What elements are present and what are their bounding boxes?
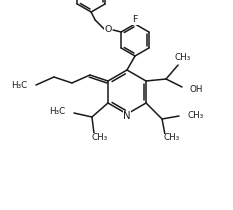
Text: F: F xyxy=(132,16,138,25)
Text: OH: OH xyxy=(189,84,202,93)
Text: CH₃: CH₃ xyxy=(92,133,108,142)
Text: H₃C: H₃C xyxy=(11,80,27,89)
Text: CH₃: CH₃ xyxy=(175,54,191,63)
Text: CH₃: CH₃ xyxy=(187,110,203,119)
Text: O: O xyxy=(104,25,112,34)
Text: H₃C: H₃C xyxy=(49,108,65,117)
Text: N: N xyxy=(123,111,131,121)
Text: CH₃: CH₃ xyxy=(164,134,180,143)
